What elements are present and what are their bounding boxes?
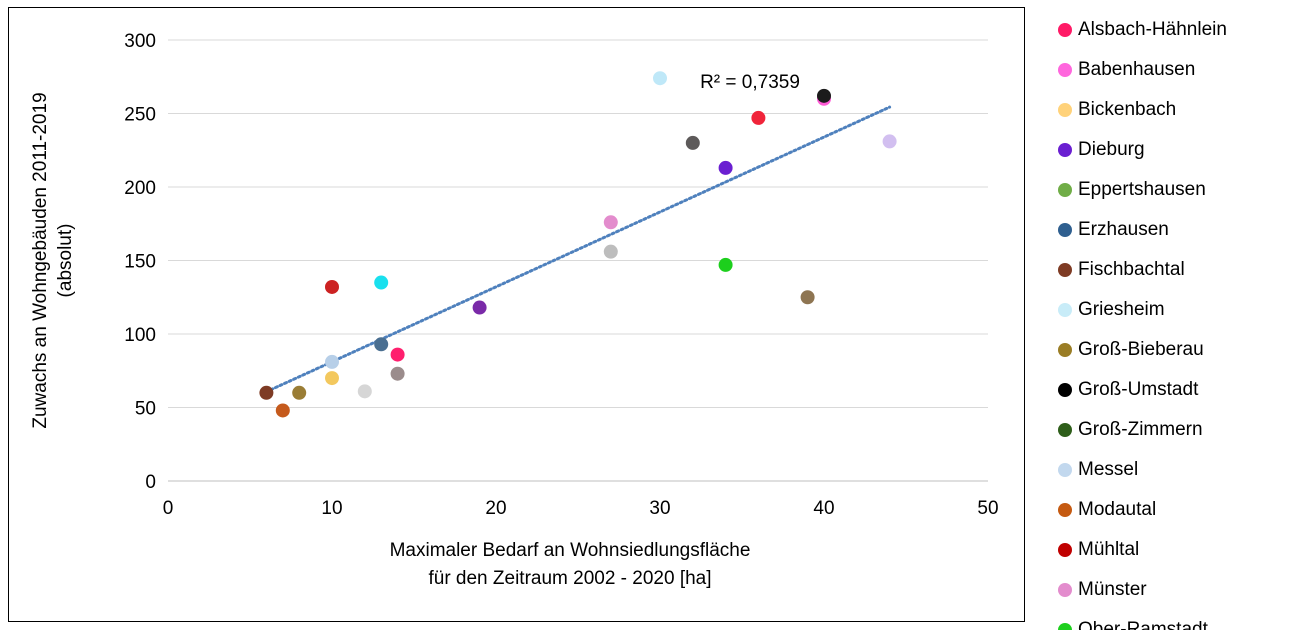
legend-item: Groß-Zimmern [1058, 418, 1203, 442]
legend-marker [1058, 423, 1072, 437]
data-point [357, 384, 372, 399]
data-point [603, 215, 618, 230]
legend-label: Griesheim [1078, 299, 1165, 320]
data-point [800, 290, 815, 305]
legend-item: Dieburg [1058, 138, 1145, 162]
legend-item: Groß-Umstadt [1058, 378, 1198, 402]
data-point [685, 135, 700, 150]
data-point [374, 337, 389, 352]
legend-marker [1058, 263, 1072, 277]
legend-marker [1058, 343, 1072, 357]
legend-label: Groß-Zimmern [1078, 419, 1203, 440]
legend-item: Modautal [1058, 498, 1156, 522]
tick-labels: 0 50 100 150 200 250 300 0 10 20 30 40 50 [124, 31, 998, 519]
chart-area: 0 50 100 150 200 250 300 0 10 20 30 40 50 R² = 0,735… [8, 7, 1025, 622]
legend-item: Münster [1058, 578, 1147, 602]
x-axis-title-line-1: Maximaler Bedarf an Wohnsiedlungsfläche [390, 540, 751, 561]
legend-marker [1058, 303, 1072, 317]
data-point [259, 385, 274, 400]
y-tick-label: 250 [124, 105, 156, 126]
x-tick-label: 30 [649, 498, 670, 519]
data-point [292, 385, 307, 400]
data-point [718, 257, 733, 272]
data-point [718, 160, 733, 175]
legend-label: Babenhausen [1078, 59, 1196, 80]
trendline-line [264, 105, 892, 394]
legend-marker [1058, 23, 1072, 37]
y-axis-title: Zuwachs an Wohngebäuden 2011-2019 (absol… [30, 92, 76, 428]
legend-label: Bickenbach [1078, 99, 1177, 120]
x-tick-label: 50 [977, 498, 998, 519]
legend-marker [1058, 623, 1072, 630]
data-point [653, 71, 667, 86]
legend-label: Erzhausen [1078, 219, 1169, 240]
legend-item: Erzhausen [1058, 218, 1169, 242]
legend-item: Bickenbach [1058, 98, 1176, 122]
x-tick-label: 10 [321, 498, 342, 519]
data-point [390, 366, 405, 381]
trendline [264, 105, 892, 394]
data-point [472, 300, 487, 315]
legend-marker [1058, 463, 1072, 477]
x-tick-label: 0 [163, 498, 174, 519]
legend-label: Messel [1078, 459, 1139, 480]
y-tick-label: 50 [135, 399, 156, 420]
data-point [390, 347, 405, 362]
y-tick-label: 0 [145, 472, 156, 493]
data-points [259, 71, 897, 418]
data-point [882, 134, 897, 149]
legend-item: Mühltal [1058, 538, 1139, 562]
legend-label: Groß-Bieberau [1078, 339, 1204, 360]
legend-item: Eppertshausen [1058, 178, 1206, 202]
data-point [275, 403, 290, 418]
legend-marker [1058, 143, 1072, 157]
data-point [325, 371, 339, 386]
legend-label: Fischbachtal [1078, 259, 1185, 280]
legend-label: Ober-Ramstadt [1078, 619, 1208, 630]
r-squared-label: R² = 0,7359 [700, 72, 800, 93]
legend-label: Münster [1078, 579, 1147, 600]
y-tick-label: 100 [124, 325, 156, 346]
legend-marker [1058, 223, 1072, 237]
scatter-plot: 0 50 100 150 200 250 300 0 10 20 30 40 50 R² = 0,735… [30, 31, 999, 589]
legend-marker [1058, 503, 1072, 517]
legend-label: Alsbach-Hähnlein [1078, 19, 1227, 40]
legend-item: Groß-Bieberau [1058, 338, 1204, 362]
data-point [751, 110, 766, 125]
legend-item: Fischbachtal [1058, 258, 1185, 282]
legend-item: Ober-Ramstadt [1058, 618, 1208, 630]
data-point [603, 244, 618, 259]
y-tick-label: 200 [124, 178, 156, 199]
legend-label: Groß-Umstadt [1078, 379, 1199, 400]
gridlines [168, 39, 988, 482]
data-point [817, 88, 831, 103]
legend-marker [1058, 63, 1072, 77]
x-tick-label: 40 [813, 498, 834, 519]
y-tick-label: 300 [124, 31, 156, 52]
data-point [325, 354, 339, 369]
y-tick-label: 150 [124, 252, 156, 273]
y-axis-title-line-2: (absolut) [55, 224, 76, 298]
legend-label: Mühltal [1078, 539, 1140, 560]
legend-label: Eppertshausen [1078, 179, 1206, 200]
legend-label: Dieburg [1078, 139, 1145, 160]
legend-item: Babenhausen [1058, 58, 1195, 82]
x-tick-label: 20 [485, 498, 506, 519]
legend-marker [1058, 583, 1072, 597]
x-axis-title-line-2: für den Zeitraum 2002 - 2020 [ha] [428, 568, 711, 589]
y-axis-title-line-1: Zuwachs an Wohngebäuden 2011-2019 [30, 92, 51, 428]
legend-item: Alsbach-Hähnlein [1058, 18, 1227, 42]
data-point [374, 275, 389, 290]
legend-item: Messel [1058, 458, 1138, 482]
x-axis-title: Maximaler Bedarf an Wohnsiedlungsfläche … [390, 540, 751, 589]
legend-label: Modautal [1078, 499, 1157, 520]
data-point [325, 279, 339, 294]
legend-marker [1058, 383, 1072, 397]
legend-marker [1058, 183, 1072, 197]
legend-marker [1058, 543, 1072, 557]
legend-item: Griesheim [1058, 298, 1165, 322]
legend-marker [1058, 103, 1072, 117]
legend: Alsbach-Hähnlein Babenhausen Bickenbach Die… [1058, 18, 1290, 630]
